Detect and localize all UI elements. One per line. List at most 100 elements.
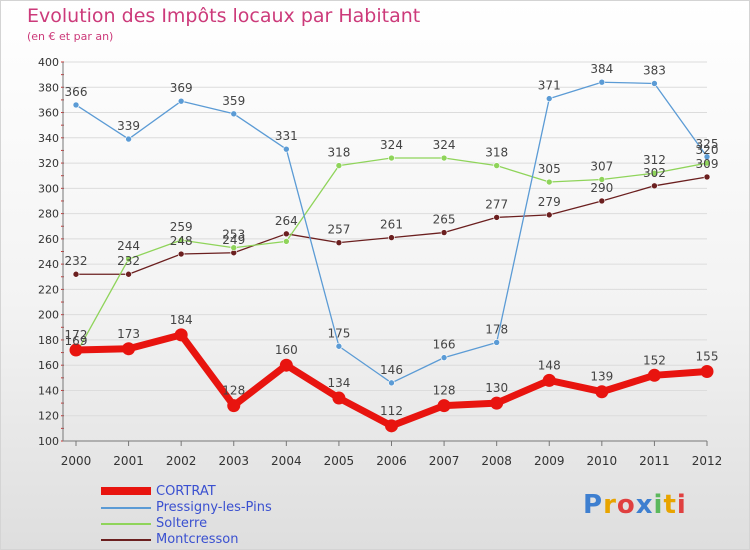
data-point-s2-11 bbox=[651, 169, 658, 177]
data-label-s2-8: 318 bbox=[485, 146, 508, 160]
y-tick-label-12: 340 bbox=[38, 132, 59, 145]
data-label-s1-1: 339 bbox=[117, 119, 140, 133]
data-point-s1-12 bbox=[703, 153, 711, 161]
logo-letter-2: o bbox=[616, 490, 636, 520]
data-point-s3-12 bbox=[703, 173, 711, 181]
data-label-s3-10: 290 bbox=[590, 181, 613, 195]
data-point-s2-10 bbox=[598, 176, 606, 183]
legend-label-pressigny: Pressigny-les-Pins bbox=[156, 500, 272, 515]
data-point-s0-10 bbox=[595, 385, 609, 399]
y-tick-label-5: 200 bbox=[38, 309, 59, 322]
data-point-s0-9 bbox=[542, 373, 556, 387]
y-tick-label-6: 220 bbox=[38, 283, 59, 296]
data-label-s1-0: 366 bbox=[65, 85, 88, 99]
data-label-s2-1: 244 bbox=[117, 239, 140, 253]
data-label-s1-6: 146 bbox=[380, 363, 403, 377]
legend-swatch-solterre bbox=[101, 523, 151, 525]
legend-swatch-cortrat bbox=[101, 487, 151, 495]
y-tick-label-0: 100 bbox=[38, 435, 59, 448]
x-tick-label-9: 2009 bbox=[534, 454, 565, 468]
data-label-s0-3: 128 bbox=[222, 384, 245, 398]
logo-letter-3: x bbox=[635, 490, 654, 520]
chart-subtitle: (en € et par an) bbox=[27, 30, 114, 43]
series-lines bbox=[69, 78, 714, 433]
legend-swatch-montcresson bbox=[101, 539, 151, 541]
data-label-s2-12: 320 bbox=[696, 143, 719, 157]
data-label-s2-3: 253 bbox=[222, 228, 245, 242]
data-label-s3-5: 257 bbox=[327, 223, 350, 237]
data-point-s3-9 bbox=[545, 211, 553, 219]
data-point-s1-4 bbox=[283, 145, 290, 153]
data-label-s3-4: 264 bbox=[275, 214, 298, 228]
data-label-s1-8: 178 bbox=[485, 322, 508, 336]
data-label-s3-1: 232 bbox=[117, 254, 140, 268]
x-tick-label-0: 2000 bbox=[61, 454, 92, 468]
logo-letter-0: P bbox=[583, 490, 604, 520]
data-point-s1-11 bbox=[651, 80, 658, 87]
data-point-s0-3 bbox=[227, 399, 241, 413]
data-label-s1-5: 175 bbox=[327, 326, 350, 340]
x-tick-label-1: 2001 bbox=[113, 454, 144, 468]
data-point-s3-5 bbox=[335, 239, 343, 246]
x-tick-label-7: 2007 bbox=[429, 454, 460, 468]
data-label-s1-11: 383 bbox=[643, 63, 666, 77]
legend-label-montcresson: Montcresson bbox=[156, 532, 239, 547]
data-label-s1-12: 325 bbox=[696, 137, 719, 151]
data-point-s3-8 bbox=[493, 214, 500, 221]
data-point-s2-8 bbox=[493, 162, 500, 169]
data-label-s2-2: 259 bbox=[170, 220, 193, 234]
y-tick-label-13: 360 bbox=[38, 107, 59, 120]
x-tick-label-4: 2004 bbox=[271, 454, 302, 468]
data-point-s0-5 bbox=[332, 391, 346, 405]
data-point-s1-8 bbox=[493, 339, 500, 346]
data-point-s0-6 bbox=[385, 419, 398, 433]
data-point-s3-11 bbox=[651, 182, 658, 190]
data-point-s3-0 bbox=[72, 270, 80, 278]
legend-label-cortrat: CORTRAT bbox=[156, 484, 216, 499]
x-tick-label-5: 2005 bbox=[324, 454, 355, 468]
data-label-s0-2: 184 bbox=[170, 313, 193, 327]
data-label-s0-10: 139 bbox=[590, 370, 613, 384]
data-point-s0-2 bbox=[174, 328, 188, 342]
data-point-s1-5 bbox=[335, 342, 343, 350]
data-point-s0-0 bbox=[69, 343, 83, 357]
y-tick-label-11: 320 bbox=[38, 157, 59, 170]
data-label-s1-4: 331 bbox=[275, 129, 298, 143]
chart-title: Evolution des Impôts locaux par Habitant bbox=[27, 5, 421, 27]
logo-letter-1: r bbox=[603, 490, 617, 520]
data-point-s2-12 bbox=[703, 159, 711, 167]
data-point-s2-2 bbox=[177, 236, 185, 244]
x-tick-label-8: 2008 bbox=[481, 454, 512, 468]
data-point-s0-4 bbox=[279, 358, 293, 372]
data-point-s1-3 bbox=[230, 110, 238, 118]
data-point-s1-7 bbox=[440, 354, 448, 361]
data-point-s2-4 bbox=[283, 238, 290, 245]
data-label-s2-7: 324 bbox=[433, 138, 456, 152]
data-label-s2-11: 312 bbox=[643, 153, 666, 167]
y-tick-label-3: 160 bbox=[38, 359, 59, 372]
data-label-s0-6: 112 bbox=[380, 404, 403, 418]
data-label-s0-9: 148 bbox=[538, 358, 561, 372]
data-label-s0-8: 130 bbox=[485, 381, 508, 395]
data-label-s0-11: 152 bbox=[643, 353, 666, 367]
data-point-s0-8 bbox=[490, 396, 504, 410]
data-label-s0-7: 128 bbox=[433, 384, 456, 398]
data-label-s0-1: 173 bbox=[117, 327, 140, 341]
y-tick-label-2: 140 bbox=[38, 384, 59, 397]
data-point-s1-6 bbox=[388, 379, 395, 387]
logo-letter-4: i bbox=[653, 490, 664, 520]
y-tick-label-1: 120 bbox=[38, 410, 59, 423]
x-tick-label-6: 2006 bbox=[376, 454, 407, 468]
data-label-s3-12: 309 bbox=[696, 157, 719, 171]
data-point-s0-1 bbox=[122, 342, 136, 356]
data-label-s2-5: 318 bbox=[327, 146, 350, 160]
data-labels: 172 173 184 128 160 134 112 128 130 148 139 152 155 3… bbox=[65, 62, 719, 418]
data-label-s0-5: 134 bbox=[327, 376, 350, 390]
data-label-s2-10: 307 bbox=[590, 159, 613, 173]
y-tick-label-14: 380 bbox=[38, 81, 59, 94]
data-label-s3-6: 261 bbox=[380, 218, 403, 232]
legend-label-solterre: Solterre bbox=[156, 516, 208, 531]
data-label-s2-6: 324 bbox=[380, 138, 403, 152]
data-point-s2-5 bbox=[335, 162, 343, 169]
